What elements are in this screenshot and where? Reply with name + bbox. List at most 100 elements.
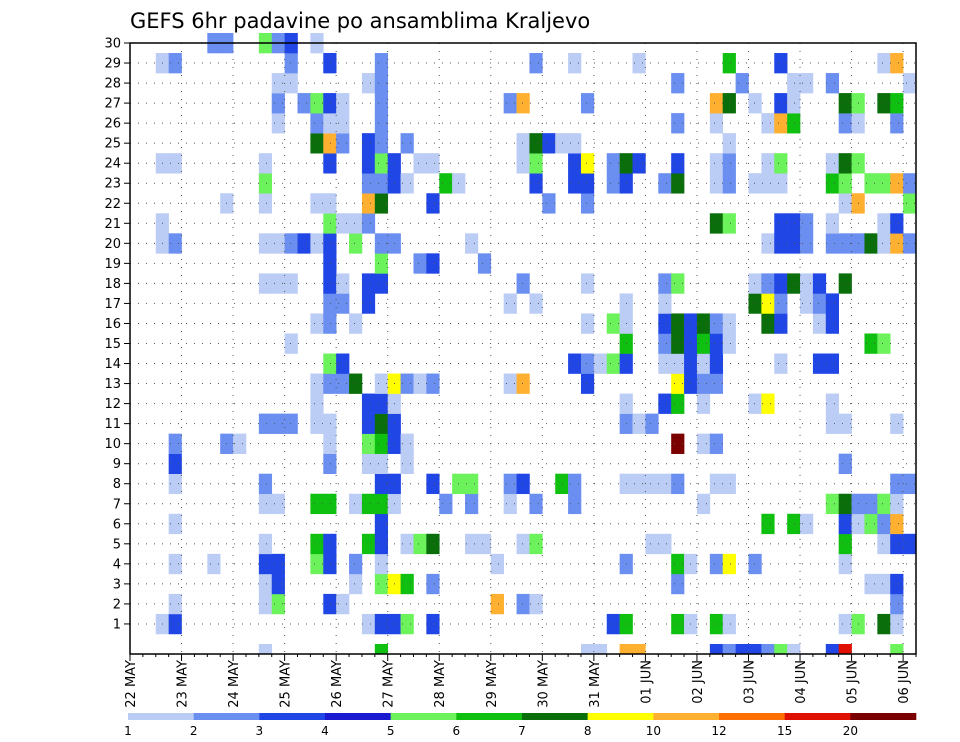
heatmap-cell: [645, 533, 659, 555]
heatmap-cell: [593, 353, 608, 374]
heatmap-cell: [465, 473, 479, 495]
heatmap-cell: [825, 393, 839, 414]
heatmap-cell: [722, 613, 736, 635]
heatmap-cell: [426, 253, 440, 274]
heatmap-cell: [271, 573, 285, 595]
y-tick-label: 5: [113, 537, 121, 552]
y-tick-label: 30: [104, 37, 121, 52]
heatmap-cell: [426, 613, 440, 635]
y-tick-label: 17: [104, 297, 121, 312]
heatmap-cells: [155, 32, 917, 655]
heatmap-cell: [696, 353, 711, 374]
heatmap-cell: [529, 133, 543, 154]
heatmap-cell: [890, 593, 904, 615]
heatmap-cell: [374, 573, 389, 595]
heatmap-cell: [349, 213, 363, 234]
heatmap-cell: [400, 373, 414, 394]
heatmap-cell: [168, 433, 182, 454]
heatmap-cell: [310, 133, 324, 154]
heatmap-cell: [323, 413, 337, 434]
y-tick-label: 20: [104, 237, 121, 252]
heatmap-cell: [825, 353, 839, 374]
heatmap-cell: [774, 93, 788, 114]
heatmap-cell: [310, 493, 324, 515]
heatmap-cell: [258, 173, 273, 194]
heatmap-cell: [709, 313, 724, 334]
heatmap-cell: [812, 273, 827, 294]
heatmap-cell: [361, 493, 376, 515]
x-tick-label: 03 JUN: [743, 660, 758, 704]
heatmap-cell: [323, 293, 337, 314]
heatmap-cell: [671, 473, 685, 495]
heatmap-cell: [580, 373, 595, 394]
y-tick-label: 27: [104, 97, 121, 112]
heatmap-cell: [890, 113, 904, 134]
heatmap-cell: [336, 273, 350, 294]
heatmap-cell: [284, 333, 298, 354]
heatmap-cell: [284, 53, 298, 74]
heatmap-cell: [361, 393, 376, 414]
heatmap-cell: [361, 193, 376, 214]
heatmap-cell: [864, 233, 878, 254]
heatmap-cell: [761, 273, 775, 294]
heatmap-cell: [413, 253, 427, 274]
heatmap-cell: [503, 373, 517, 394]
heatmap-cell: [310, 313, 324, 334]
heatmap-cell: [336, 113, 350, 134]
heatmap-cell: [671, 273, 685, 294]
heatmap-cell: [258, 553, 273, 575]
heatmap-cell: [323, 253, 337, 274]
heatmap-cell: [671, 433, 685, 454]
heatmap-cell: [812, 313, 827, 334]
heatmap-cell: [632, 153, 646, 174]
heatmap-cell: [271, 553, 285, 575]
heatmap-cell: [671, 153, 685, 174]
heatmap-cell: [696, 493, 711, 515]
x-tick-label: 01 JUN: [639, 660, 654, 704]
heatmap-cell: [903, 473, 917, 495]
heatmap-cell: [838, 93, 852, 114]
heatmap-cell: [838, 453, 852, 474]
heatmap-cell: [374, 173, 389, 194]
heatmap-cell: [323, 433, 337, 454]
heatmap-cell: [825, 73, 839, 94]
heatmap-cell: [529, 53, 543, 74]
heatmap-cell: [516, 273, 530, 294]
heatmap-cell: [336, 213, 350, 234]
heatmap-cell: [774, 153, 788, 174]
heatmap-cell: [903, 173, 917, 194]
heatmap-cell: [761, 313, 775, 334]
legend-swatch: [653, 713, 720, 720]
heatmap-cell: [606, 153, 620, 174]
heatmap-cell: [709, 113, 724, 134]
heatmap-cell: [671, 173, 685, 194]
heatmap-cell: [374, 193, 389, 214]
heatmap-cell: [310, 93, 324, 114]
heatmap-cell: [722, 473, 736, 495]
heatmap-cell: [580, 153, 595, 174]
y-tick-label: 3: [113, 577, 121, 592]
heatmap-cell: [903, 73, 917, 94]
x-tick-label: 31 MAY: [588, 660, 603, 708]
x-tick-label: 28 MAY: [433, 660, 448, 708]
heatmap-cell: [812, 353, 827, 374]
heatmap-cell: [580, 643, 595, 655]
legend-label: 15: [777, 724, 792, 738]
heatmap-cell: [877, 173, 891, 194]
heatmap-cell: [606, 173, 620, 194]
heatmap-cell: [503, 493, 517, 515]
heatmap-cell: [606, 613, 620, 635]
heatmap-cell: [323, 593, 337, 615]
heatmap-cell: [336, 373, 350, 394]
heatmap-cell: [374, 433, 389, 454]
heatmap-cell: [516, 473, 530, 495]
heatmap-cell: [490, 593, 504, 615]
heatmap-cell: [722, 153, 736, 174]
x-tick-label: 29 MAY: [485, 660, 500, 708]
heatmap-cell: [426, 153, 440, 174]
heatmap-cell: [890, 213, 904, 234]
heatmap-cell: [645, 473, 659, 495]
heatmap-cell: [877, 493, 891, 515]
heatmap-cell: [168, 613, 182, 635]
heatmap-cell: [722, 93, 736, 114]
